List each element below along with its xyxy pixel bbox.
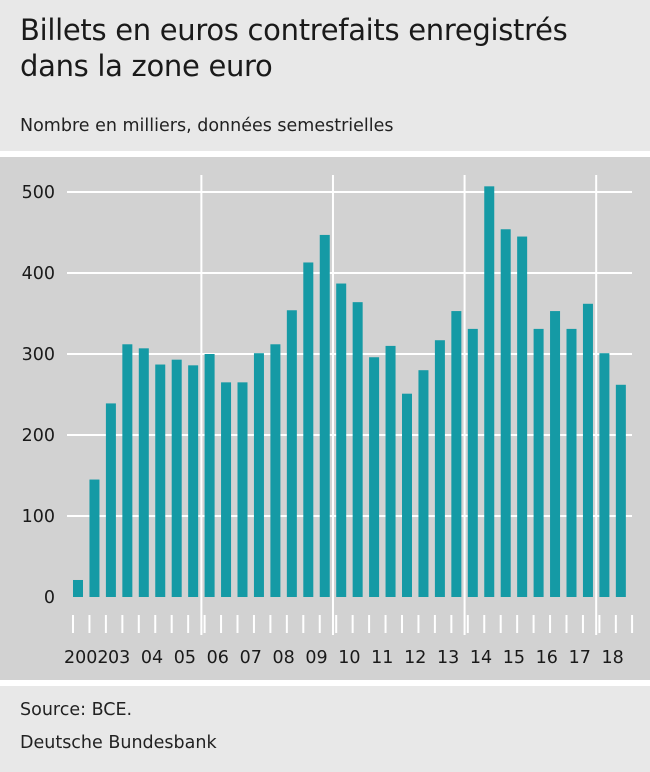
bar — [550, 311, 561, 597]
x-tick-label: 17 — [569, 648, 591, 668]
publisher-note: Deutsche Bundesbank — [20, 733, 217, 753]
plot-area: 0 100 200 300 400 500 2002 03 04 05 06 07 08 09 10 11 12… — [0, 157, 650, 680]
bar — [467, 328, 478, 597]
bar — [352, 302, 363, 597]
y-tick-label: 100 — [22, 507, 55, 527]
x-tick-label: 09 — [305, 648, 327, 668]
chart-title: Billets en euros contrefaits enregistrés… — [20, 13, 568, 83]
bar — [237, 382, 248, 597]
x-tick-label: 15 — [503, 648, 525, 668]
bar — [253, 353, 264, 597]
bar — [484, 186, 495, 597]
bar — [319, 234, 330, 597]
bar — [566, 328, 577, 597]
x-tick-label: 05 — [174, 648, 196, 668]
x-tick-label: 12 — [404, 648, 426, 668]
x-tick-label: 11 — [371, 648, 393, 668]
bar — [105, 403, 116, 597]
bar — [336, 283, 347, 597]
x-tick-label: 16 — [536, 648, 558, 668]
bar — [434, 340, 445, 597]
x-tick-label: 2002 — [64, 648, 109, 668]
bottom-divider — [0, 680, 650, 686]
y-tick-label: 400 — [22, 264, 55, 284]
source-note: Source: BCE. — [20, 700, 133, 720]
bar — [402, 393, 412, 597]
y-tick-label: 500 — [22, 183, 55, 203]
bar — [221, 382, 232, 597]
bar — [517, 236, 528, 598]
bar — [582, 303, 593, 597]
x-tick-label: 04 — [141, 648, 163, 668]
bar — [171, 359, 182, 597]
bar — [138, 348, 149, 597]
chart-subtitle: Nombre en milliers, données semestrielle… — [20, 116, 394, 136]
x-tick-label: 08 — [272, 648, 294, 668]
bar — [599, 353, 610, 597]
bar — [73, 579, 83, 597]
bar — [204, 354, 215, 597]
bar — [155, 364, 166, 597]
x-tick-label: 10 — [338, 648, 360, 668]
x-tick-label: 03 — [108, 648, 130, 668]
x-tick-label: 14 — [470, 648, 492, 668]
y-tick-label: 0 — [44, 588, 55, 608]
bar — [369, 357, 380, 597]
bar-chart: 0 100 200 300 400 500 2002 03 04 05 06 07 08 09 10 11 12… — [22, 175, 634, 668]
x-tick-label: 18 — [601, 648, 623, 668]
bar — [303, 262, 314, 597]
y-tick-label: 300 — [22, 345, 55, 365]
bar — [451, 311, 462, 597]
x-tick-label: 06 — [207, 648, 229, 668]
x-tick-label: 13 — [437, 648, 459, 668]
bar — [270, 344, 281, 597]
y-tick-label: 200 — [22, 426, 55, 446]
bar — [500, 229, 511, 597]
bar — [188, 365, 199, 597]
bar — [286, 310, 297, 597]
bar — [418, 370, 429, 597]
bar — [122, 344, 133, 597]
x-tick-label: 07 — [240, 648, 262, 668]
bar — [89, 479, 100, 597]
bar — [385, 345, 396, 597]
top-divider — [0, 151, 650, 157]
bar — [615, 384, 626, 597]
bar — [533, 328, 544, 597]
